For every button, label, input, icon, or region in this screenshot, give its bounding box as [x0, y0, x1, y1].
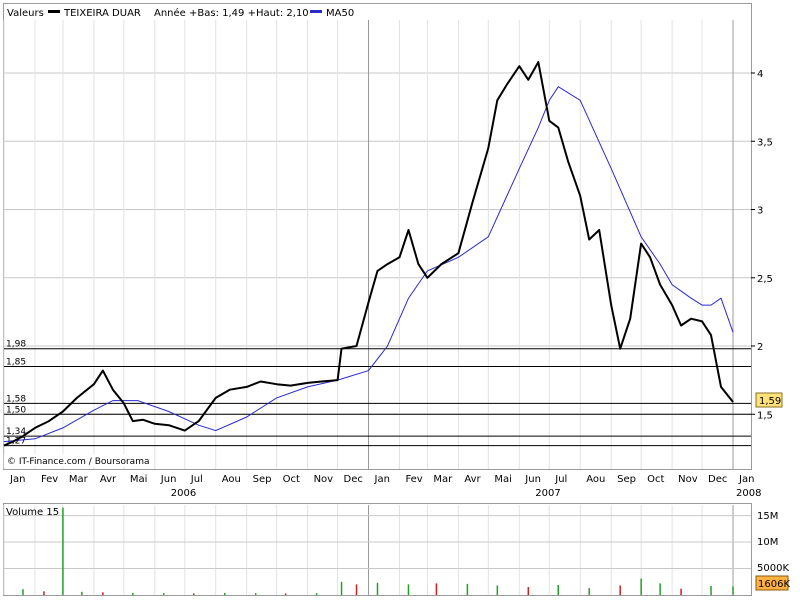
price-tick-label: 1,5 — [757, 410, 773, 421]
legend-stats: Année +Bas: 1,49 +Haut: 2,10 — [154, 7, 309, 19]
month-label: Dec — [708, 474, 727, 485]
volume-panel-frame — [3, 503, 752, 596]
legend-ma: MA50 — [326, 8, 354, 19]
month-label: Aou — [586, 474, 605, 485]
month-label: Mai — [494, 474, 512, 485]
volume-last-box — [755, 575, 789, 591]
month-label: Jan — [738, 474, 754, 485]
year-label: 2006 — [171, 488, 196, 499]
legend-ticker: TEIXEIRA DUAR — [63, 8, 141, 19]
level-label: 1,50 — [6, 405, 26, 415]
month-label: Dec — [344, 474, 363, 485]
volume-title: Volume 15 — [6, 507, 59, 518]
month-label: Oct — [283, 474, 300, 485]
legend-ma-swatch — [310, 10, 322, 13]
month-label: Jan — [9, 474, 25, 485]
credit-text: © IT-Finance.com / Boursorama — [7, 457, 149, 467]
month-label: Mar — [69, 474, 89, 485]
month-label: Jun — [524, 474, 541, 485]
month-label: Oct — [647, 474, 664, 485]
legend-price-swatch — [48, 10, 60, 13]
year-label: 2008 — [736, 488, 761, 499]
month-label: Avr — [464, 474, 481, 485]
month-label: Fev — [405, 474, 422, 485]
month-label: Sep — [617, 474, 636, 485]
legend-valeurs: Valeurs — [7, 8, 44, 19]
month-label: Nov — [314, 474, 334, 485]
support-resistance-levels: 1,98 1,85 1,581,50 1,341,27 — [4, 340, 751, 447]
month-label: Jun — [160, 474, 177, 485]
month-label: Fev — [41, 474, 58, 485]
level-label: 1,27 — [6, 437, 26, 447]
month-label: Nov — [678, 474, 698, 485]
ma50-series — [3, 86, 734, 443]
price-tick-label: 2,5 — [757, 274, 773, 285]
volume-tick-10m: 10M — [757, 537, 778, 548]
price-tick-label: 2 — [757, 342, 763, 353]
level-label: 1,85 — [6, 357, 26, 367]
last-value-marker: 1,59 — [755, 392, 783, 408]
price-tick-label: 3,5 — [757, 137, 773, 148]
volume-bars — [22, 507, 734, 595]
month-label: Mar — [433, 474, 453, 485]
year-label: 2007 — [535, 488, 560, 499]
month-label: Sep — [253, 474, 272, 485]
axis-labels: 4 3,5 3 2,5 2 1,5 Jan Fev Mar Avr Mai Jun Jul Aou Sep O… — [9, 69, 773, 499]
month-label: Jan — [374, 474, 390, 485]
month-label: Jul — [554, 474, 567, 485]
volume-tick-5000k: 5000K — [757, 563, 789, 574]
volume-tick-15m: 15M — [757, 511, 778, 522]
level-label: 1,58 — [6, 394, 26, 404]
legend: Valeurs TEIXEIRA DUAR Année +Bas: 1,49 +… — [4, 4, 404, 20]
volume-last-text: 1606K — [758, 579, 790, 590]
price-tick-label: 3 — [757, 206, 763, 217]
price-line — [3, 61, 734, 447]
price-panel-frame — [3, 3, 752, 470]
price-series — [3, 61, 734, 447]
month-label: Avr — [100, 474, 117, 485]
month-label: Jul — [190, 474, 203, 485]
volume-panel-labels: Volume 15 15M 10M 5000K 1606K — [6, 507, 790, 591]
last-value-text: 1,59 — [759, 396, 781, 407]
credit: © IT-Finance.com / Boursorama — [4, 454, 154, 467]
price-tick-label: 4 — [757, 69, 763, 80]
month-label: Mai — [130, 474, 148, 485]
level-label: 1,34 — [6, 427, 26, 437]
month-label: Aou — [222, 474, 241, 485]
level-label: 1,98 — [6, 340, 26, 350]
last-value-box — [755, 392, 783, 408]
ma50-line — [3, 86, 734, 443]
